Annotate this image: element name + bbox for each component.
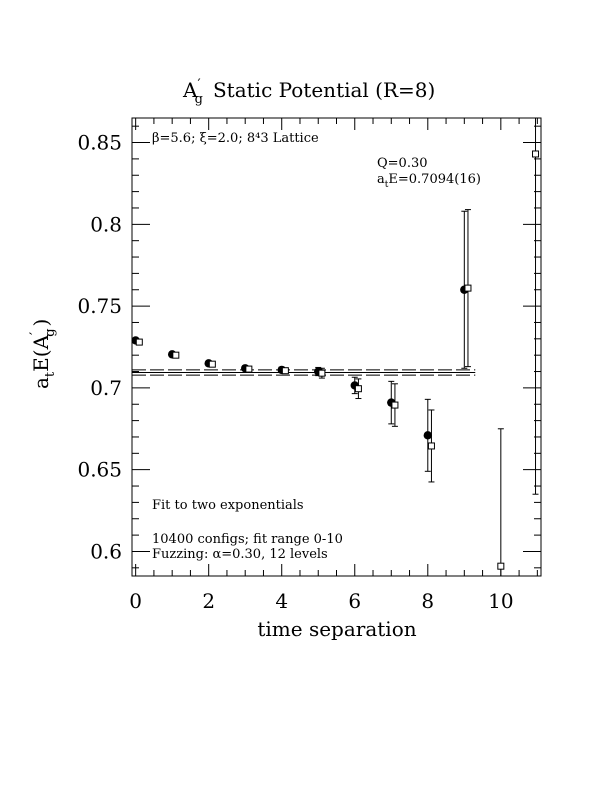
data-point-square xyxy=(135,338,143,346)
energy-rest: E=0.7094(16) xyxy=(388,172,481,187)
energy-sub: t xyxy=(385,180,389,190)
data-point-square xyxy=(391,401,399,409)
x-axis-label: time separation xyxy=(257,617,416,641)
ylabel-sub-t: t xyxy=(43,371,58,377)
fuzzing-annotation: Fuzzing: α=0.30, 12 levels xyxy=(152,547,328,562)
data-point-square xyxy=(464,284,472,292)
y-tick-label: 0.6 xyxy=(90,539,122,563)
y-axis-label: atE(A′g) xyxy=(28,319,58,389)
data-point-square xyxy=(497,562,505,570)
data-point-circle xyxy=(423,431,432,440)
energy-prefix: a xyxy=(377,172,385,187)
title-rest: Static Potential (R=8) xyxy=(213,78,435,102)
x-tick-label: 2 xyxy=(202,589,215,613)
ylabel-end: ) xyxy=(29,319,53,327)
y-tick-labels: 0.6 0.65 0.7 0.75 0.8 0.85 xyxy=(77,131,122,564)
lattice-annotation: β=5.6; ξ=2.0; 8⁴3 Lattice xyxy=(152,131,319,146)
x-tick-labels: 0 2 4 6 8 10 xyxy=(129,589,513,613)
y-tick-label: 0.65 xyxy=(77,458,122,482)
title-sub: g xyxy=(195,92,203,107)
x-tick-label: 6 xyxy=(348,589,361,613)
axis-ticks xyxy=(132,118,541,576)
ylabel-a: a xyxy=(29,377,53,389)
y-tick-label: 0.7 xyxy=(90,376,122,400)
data-point-square xyxy=(532,150,540,158)
x-tick-label: 8 xyxy=(421,589,434,613)
fit-type-annotation: Fit to two exponentials xyxy=(152,498,304,513)
x-tick-label: 0 xyxy=(129,589,142,613)
q-annotation: Q=0.30 xyxy=(377,156,428,171)
ylabel-mid: E(A xyxy=(29,334,53,371)
title-main: A xyxy=(182,78,198,102)
data-point-square xyxy=(281,367,289,375)
chart-title: A′ g Static Potential (R=8) xyxy=(182,77,435,107)
y-tick-label: 0.8 xyxy=(90,212,122,236)
x-tick-label: 10 xyxy=(488,589,513,613)
data-point-square xyxy=(318,369,326,377)
title-prime: ′ xyxy=(197,77,200,93)
ylabel-prime: ′ xyxy=(28,332,44,335)
data-point-square xyxy=(172,351,180,359)
data-point-square xyxy=(427,442,435,450)
y-tick-label: 0.75 xyxy=(77,294,122,318)
data-points xyxy=(131,118,540,576)
y-tick-label: 0.85 xyxy=(77,131,122,155)
x-tick-label: 4 xyxy=(275,589,288,613)
configs-annotation: 10400 configs; fit range 0-10 xyxy=(152,532,343,547)
data-point-square xyxy=(208,360,216,368)
ylabel-sub-g: g xyxy=(43,328,58,336)
data-point-square xyxy=(245,365,253,373)
energy-annotation: atE=0.7094(16) xyxy=(377,172,481,190)
fit-band xyxy=(132,369,476,376)
data-point-square xyxy=(354,385,362,393)
